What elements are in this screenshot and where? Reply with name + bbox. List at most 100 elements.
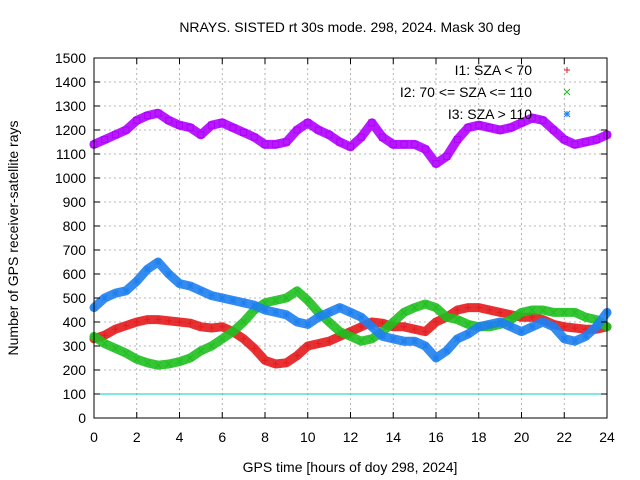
data-point xyxy=(165,317,172,324)
x-tick-label: 4 xyxy=(176,429,184,445)
x-tick-label: 0 xyxy=(90,429,98,445)
data-point xyxy=(250,301,258,309)
y-tick-label: 1400 xyxy=(55,74,86,90)
data-point xyxy=(411,337,418,345)
data-point xyxy=(262,357,268,364)
y-tick-label: 0 xyxy=(78,410,86,426)
data-point xyxy=(304,297,312,304)
data-point xyxy=(582,333,589,340)
data-point xyxy=(443,347,451,355)
legend-marker xyxy=(563,110,571,118)
data-point xyxy=(240,299,247,307)
data-point xyxy=(133,277,141,285)
data-point xyxy=(314,126,322,134)
data-point xyxy=(432,354,440,362)
data-point xyxy=(133,116,141,124)
x-tick-label: 20 xyxy=(514,429,530,445)
y-tick-label: 700 xyxy=(63,242,87,258)
data-point xyxy=(358,323,365,330)
data-point xyxy=(240,128,248,136)
data-point xyxy=(379,133,387,141)
data-point xyxy=(571,337,579,345)
data-point xyxy=(122,287,130,295)
data-point xyxy=(154,361,162,369)
y-axis-label: Number of GPS receiver-satellite rays xyxy=(5,121,21,356)
data-point xyxy=(389,140,397,148)
data-point xyxy=(485,124,493,132)
data-point xyxy=(219,323,226,330)
data-point xyxy=(592,323,600,331)
data-point xyxy=(186,282,194,290)
data-point xyxy=(497,309,504,316)
data-point xyxy=(133,319,140,325)
series-line xyxy=(89,108,612,169)
y-tick-label: 1100 xyxy=(56,146,86,162)
data-point xyxy=(475,121,483,129)
data-point xyxy=(229,328,237,335)
data-point xyxy=(261,140,269,148)
data-point xyxy=(283,294,290,302)
data-point xyxy=(347,333,354,340)
data-point xyxy=(411,326,418,333)
data-point xyxy=(550,126,558,134)
data-point xyxy=(432,160,440,168)
data-point xyxy=(357,337,365,345)
data-point xyxy=(218,294,226,302)
data-point xyxy=(112,289,119,297)
data-point xyxy=(560,309,568,316)
y-tick-label: 400 xyxy=(63,314,87,330)
data-point xyxy=(112,345,119,352)
data-point xyxy=(197,347,205,355)
data-point xyxy=(357,313,365,321)
data-point xyxy=(326,338,333,345)
legend-marker xyxy=(563,88,571,96)
data-point xyxy=(486,307,493,313)
x-tick-label: 22 xyxy=(556,429,572,445)
data-point xyxy=(154,109,162,117)
data-point xyxy=(539,306,547,314)
data-point xyxy=(336,304,344,311)
data-point xyxy=(208,325,215,331)
data-point xyxy=(197,287,205,295)
data-point xyxy=(112,326,119,333)
data-point xyxy=(229,297,237,304)
data-point xyxy=(368,119,376,127)
legend-label: I3: SZA > 110 xyxy=(448,106,532,122)
data-point xyxy=(464,330,472,338)
data-point xyxy=(528,306,536,314)
x-tick-label: 6 xyxy=(218,429,226,445)
data-point xyxy=(592,136,600,144)
data-point xyxy=(400,309,408,316)
data-point xyxy=(571,140,579,148)
data-point xyxy=(454,316,461,323)
data-point xyxy=(293,318,301,326)
data-point xyxy=(518,309,525,316)
y-tick-label: 1500 xyxy=(55,50,86,66)
data-point xyxy=(101,136,109,144)
data-point xyxy=(454,335,461,343)
data-point xyxy=(464,124,472,132)
data-point xyxy=(176,319,183,325)
data-point xyxy=(400,323,407,330)
data-point xyxy=(507,323,515,331)
legend: I1: SZA < 70 I2: 70 <= SZA <= 110 I3: SZA … xyxy=(400,62,571,122)
series-4 xyxy=(89,108,612,169)
data-point xyxy=(208,121,216,129)
y-tick-label: 900 xyxy=(63,194,87,210)
data-point xyxy=(111,131,119,139)
data-point xyxy=(560,335,568,343)
data-point xyxy=(186,354,194,362)
data-point xyxy=(144,359,151,367)
data-point xyxy=(325,131,333,139)
data-point xyxy=(464,321,472,328)
data-point xyxy=(123,322,130,329)
data-point xyxy=(155,316,162,323)
data-point xyxy=(176,121,183,129)
data-point xyxy=(400,337,408,345)
data-point xyxy=(122,126,130,134)
x-tick-label: 2 xyxy=(133,429,141,445)
data-point xyxy=(368,335,376,343)
data-point xyxy=(550,309,557,316)
data-point xyxy=(528,323,536,331)
